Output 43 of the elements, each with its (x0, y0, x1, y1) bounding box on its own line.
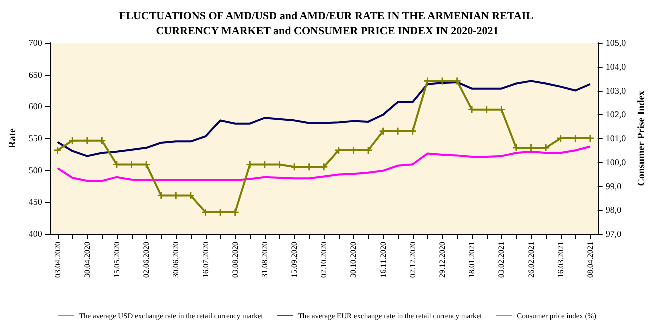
y-tick-label: 450 (28, 197, 43, 208)
y-tick-label: 700 (28, 38, 43, 48)
x-tick-label: 31.08.2020 (260, 242, 270, 278)
x-tick-label: 26.02.2021 (526, 242, 536, 278)
x-tick-label: 03.04.2020 (53, 242, 62, 278)
y2-tick-label: 102,0 (606, 110, 627, 120)
y2-tick-label: 104,0 (606, 62, 627, 72)
x-tick-label: 03.08.2020 (230, 242, 240, 278)
x-tick-label: 18.01.2021 (468, 242, 477, 278)
x-tick-label: 03.02.2021 (497, 242, 506, 278)
x-tick-label: 15.09.2020 (290, 242, 300, 278)
x-tick-label: 08.04.2021 (586, 242, 595, 278)
x-tick-label: 16.07.2020 (201, 242, 210, 278)
line-series (56, 146, 592, 182)
point (98, 137, 106, 144)
x-tick-label: 02.10.2020 (320, 242, 329, 278)
point (84, 137, 91, 144)
x-tick-label: 30.06.2020 (172, 242, 181, 278)
y-tick-label: 600 (28, 102, 43, 112)
x-tick-label: 30.10.2020 (349, 242, 358, 278)
y2-tick-label: 101,0 (606, 134, 627, 144)
x-tick-label: 16.11.2020 (378, 242, 388, 278)
y2-tick-label: 98,0 (606, 205, 622, 216)
point (69, 137, 76, 144)
y2-tick-label: 97,0 (606, 229, 622, 239)
y2-tick-label: 105,0 (606, 38, 627, 48)
y2-axis-title: Consumer Prise Index (636, 90, 648, 186)
y-tick-label: 500 (28, 165, 43, 176)
x-tick-label: 02.06.2020 (142, 242, 152, 278)
x-tick-label: 02.12.2020 (408, 242, 418, 278)
y2-tick-label: 103,0 (606, 86, 627, 96)
y2-tick-label: 99,0 (606, 181, 622, 192)
y-tick-label: 650 (28, 70, 43, 80)
chart-title: FLUCTUATIONS OF AMD/USD and AMD/EUR RATE IN THE ARMENIAN RETAIL CURRENCY MARKET and CONSUMER PRICE INDEX IN 2020-2021 (119, 10, 536, 38)
x-tick-label: 16.03.2021 (556, 242, 566, 278)
y-tick-label: 400 (28, 229, 43, 239)
y2-tick-label: 100,0 (606, 157, 627, 168)
point (54, 146, 62, 154)
x-tick-label: 30.04.2020 (82, 242, 92, 278)
y-axis-title: Rate (8, 128, 18, 148)
y-tick-label: 550 (28, 134, 43, 144)
x-tick-label: 29.12.2020 (438, 242, 447, 278)
x-tick-label: 15.05.2020 (112, 242, 122, 278)
